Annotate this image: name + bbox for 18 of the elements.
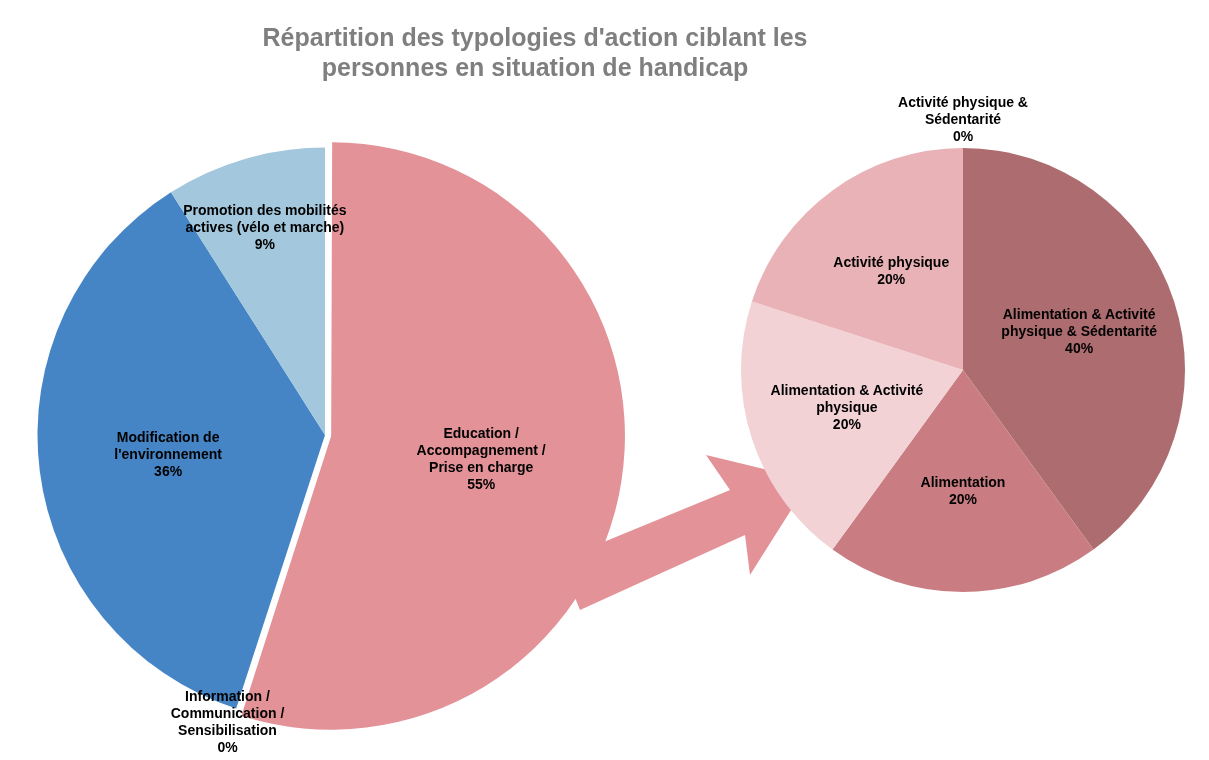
data-label: 20% [877,270,906,287]
data-label: 20% [948,491,978,508]
slice-label: Promotion des mobilités actives (vélo et marche) [183,201,347,235]
data-label: 36% [154,462,183,479]
data-label: 40% [1065,340,1094,357]
data-label: 55% [467,476,496,493]
slice-label: Alimentation & Activité physique [770,381,924,415]
text: 0% [217,738,238,755]
slice-label: Alimentation & Activité physique & Sédentarité [1001,306,1158,340]
data-label: 20% [832,415,862,432]
text: 0% [952,127,974,144]
slice-label: Activité physique [833,253,950,270]
category-label: Activité physique & Sédentarité [898,93,1028,127]
slice-label: Education / Accompagnement / Prise en charge [416,425,546,476]
data-label: 9% [254,235,276,252]
slice-label: Modification de l'environnement [114,428,223,462]
chart-title: Répartition des typologies d'action ciblant les personnes en situation de handicap [261,22,809,82]
slice-label: Alimentation [920,474,1006,491]
